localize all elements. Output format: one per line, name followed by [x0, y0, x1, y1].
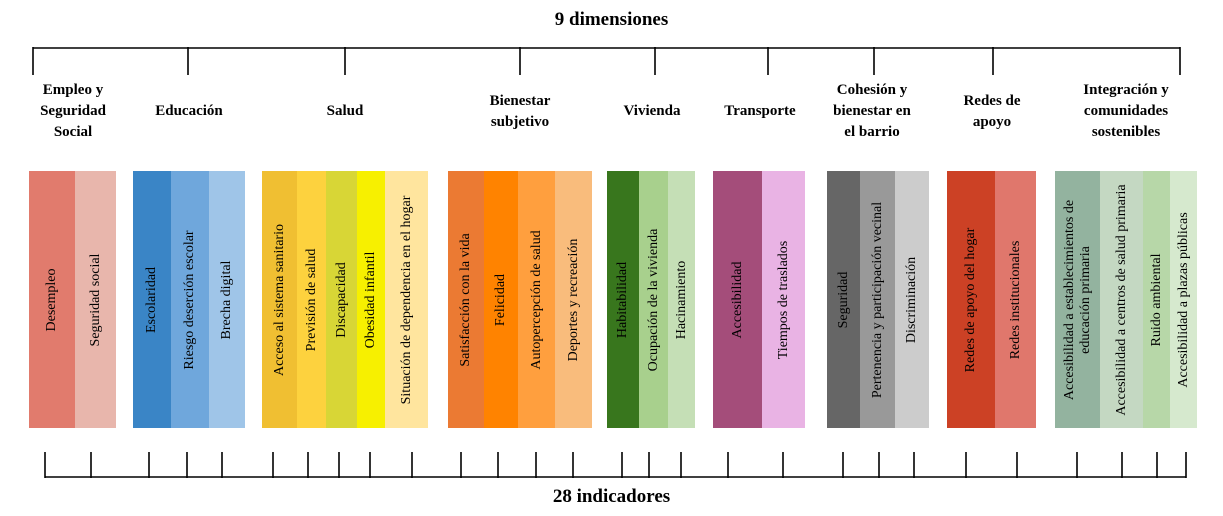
- dimension-label-line: sostenibles: [1091, 124, 1161, 140]
- indicator-label: Riesgo deserción escolar: [182, 229, 197, 370]
- dimension-label: Bienestar subjetivo: [450, 91, 590, 133]
- indicator-bar: Redes de apoyo del hogar: [947, 171, 995, 428]
- dimension-label-line: subjetivo: [490, 114, 550, 130]
- dimension-label-line: Integración y: [1083, 82, 1169, 98]
- indicator-label: Seguridad social: [87, 253, 103, 346]
- indicator-bar: Obesidad infantil: [357, 171, 385, 428]
- dimension-label: Integración y comunidades sostenibles: [1056, 80, 1196, 143]
- dimension-label: Cohesión y bienestar en el barrio: [802, 80, 942, 143]
- indicator-label: Redes institucionales: [1007, 240, 1023, 359]
- indicator-label: Tiempos de traslados: [775, 240, 791, 359]
- dimension-label-line: comunidades: [1083, 103, 1169, 119]
- dimension-label-line: Seguridad: [40, 103, 106, 119]
- indicator-bar: Previsión de salud: [297, 171, 326, 428]
- indicator-label: Desempleo: [44, 268, 59, 331]
- dimension-label: Vivienda: [582, 101, 722, 122]
- dimension-label: Salud: [275, 101, 415, 122]
- indicator-label: Satisfacción con la vida: [458, 232, 473, 367]
- indicator-bar: Habitabilidad: [607, 171, 639, 428]
- dimension-label: Educación: [119, 101, 259, 122]
- dimension-label: Transporte: [690, 101, 830, 122]
- indicator-bar: Felicidad: [484, 171, 518, 428]
- indicator-label: Discriminación: [904, 256, 919, 343]
- dimension-label-line: Redes de: [963, 93, 1021, 109]
- dimension-label-line: apoyo: [972, 114, 1012, 130]
- indicator-label: Habitabilidad: [615, 261, 630, 338]
- dimension-label-line: Cohesión y: [836, 82, 908, 98]
- dimension-label-line: Educación: [155, 103, 223, 119]
- indicator-label: Acceso al sistema sanitario: [271, 223, 287, 376]
- indicator-bar: Acceso al sistema sanitario: [262, 171, 297, 428]
- indicator-bar: Ruido ambiental: [1143, 171, 1170, 428]
- indicator-bar: Tiempos de traslados: [762, 171, 805, 428]
- dimension-label-line: el barrio: [844, 124, 900, 140]
- dimension-label: Redes de apoyo: [922, 91, 1062, 133]
- indicator-label: Seguridad: [835, 271, 851, 328]
- indicator-bar: Discapacidad: [326, 171, 357, 428]
- dimension-label-line: Empleo y: [42, 82, 104, 98]
- indicator-label: Obesidad infantil: [363, 251, 378, 348]
- indicator-label: Brecha digital: [219, 260, 234, 339]
- indicator-bar: Seguridad social: [75, 171, 116, 428]
- indicator-label: Pertenencia y participación vecinal: [869, 201, 885, 398]
- indicator-bar: Satisfacción con la vida: [448, 171, 484, 428]
- indicator-label: Autopercepción de salud: [528, 229, 544, 370]
- dimension-label: Empleo y Seguridad Social: [3, 80, 143, 143]
- indicator-bar: Desempleo: [29, 171, 75, 428]
- indicator-bar: Brecha digital: [209, 171, 245, 428]
- indicator-label: Accesibilidad: [729, 261, 745, 338]
- dimension-label-line: Vivienda: [623, 103, 681, 119]
- dimensions-title: 9 dimensiones: [554, 9, 669, 30]
- indicator-label: Accesibilidad a establecimientos de educ…: [1061, 199, 1093, 400]
- indicator-bar: Redes institucionales: [995, 171, 1036, 428]
- dimension-label-line: Transporte: [724, 103, 796, 119]
- indicator-bar: Deportes y recreación: [555, 171, 592, 428]
- indicators-title: 28 indicadores: [552, 486, 671, 507]
- dimension-label-line: Social: [53, 124, 93, 140]
- indicator-label: Redes de apoyo del hogar: [963, 227, 978, 372]
- indicator-label: Escolaridad: [144, 266, 159, 333]
- indicator-label: Discapacidad: [333, 261, 349, 338]
- dimension-label-line: bienestar en: [833, 103, 911, 119]
- indicator-bar: Ocupación de la vivienda: [639, 171, 668, 428]
- indicator-bar: Seguridad: [827, 171, 860, 428]
- indicator-label: Situación de dependencia en el hogar: [398, 195, 414, 404]
- dimension-label-line: Bienestar: [489, 93, 551, 109]
- indicator-bar: Accesibilidad: [713, 171, 762, 428]
- indicator-bar: Riesgo deserción escolar: [171, 171, 209, 428]
- dimension-label-line: Salud: [326, 103, 364, 119]
- indicator-bar: Hacinamiento: [668, 171, 695, 428]
- indicator-label: Accesibilidad a plazas públicas: [1175, 211, 1191, 388]
- indicator-label: Felicidad: [493, 273, 508, 326]
- indicator-label: Accesibilidad a centros de salud primari…: [1113, 183, 1129, 416]
- indicator-bar: Pertenencia y participación vecinal: [860, 171, 895, 428]
- indicator-bar: Accesibilidad a establecimientos de educ…: [1055, 171, 1100, 428]
- indicator-label: Ocupación de la vivienda: [645, 228, 661, 371]
- indicator-bar: Escolaridad: [133, 171, 171, 428]
- indicator-label: Deportes y recreación: [565, 238, 581, 361]
- indicator-bar: Autopercepción de salud: [518, 171, 555, 428]
- indicator-bar: Discriminación: [895, 171, 929, 428]
- indicator-label: Previsión de salud: [303, 248, 319, 351]
- indicator-label: Ruido ambiental: [1148, 253, 1164, 346]
- indicator-bar: Accesibilidad a centros de salud primari…: [1100, 171, 1143, 428]
- indicator-label: Hacinamiento: [673, 260, 689, 339]
- indicator-bar: Situación de dependencia en el hogar: [385, 171, 428, 428]
- indicator-bar: Accesibilidad a plazas públicas: [1170, 171, 1197, 428]
